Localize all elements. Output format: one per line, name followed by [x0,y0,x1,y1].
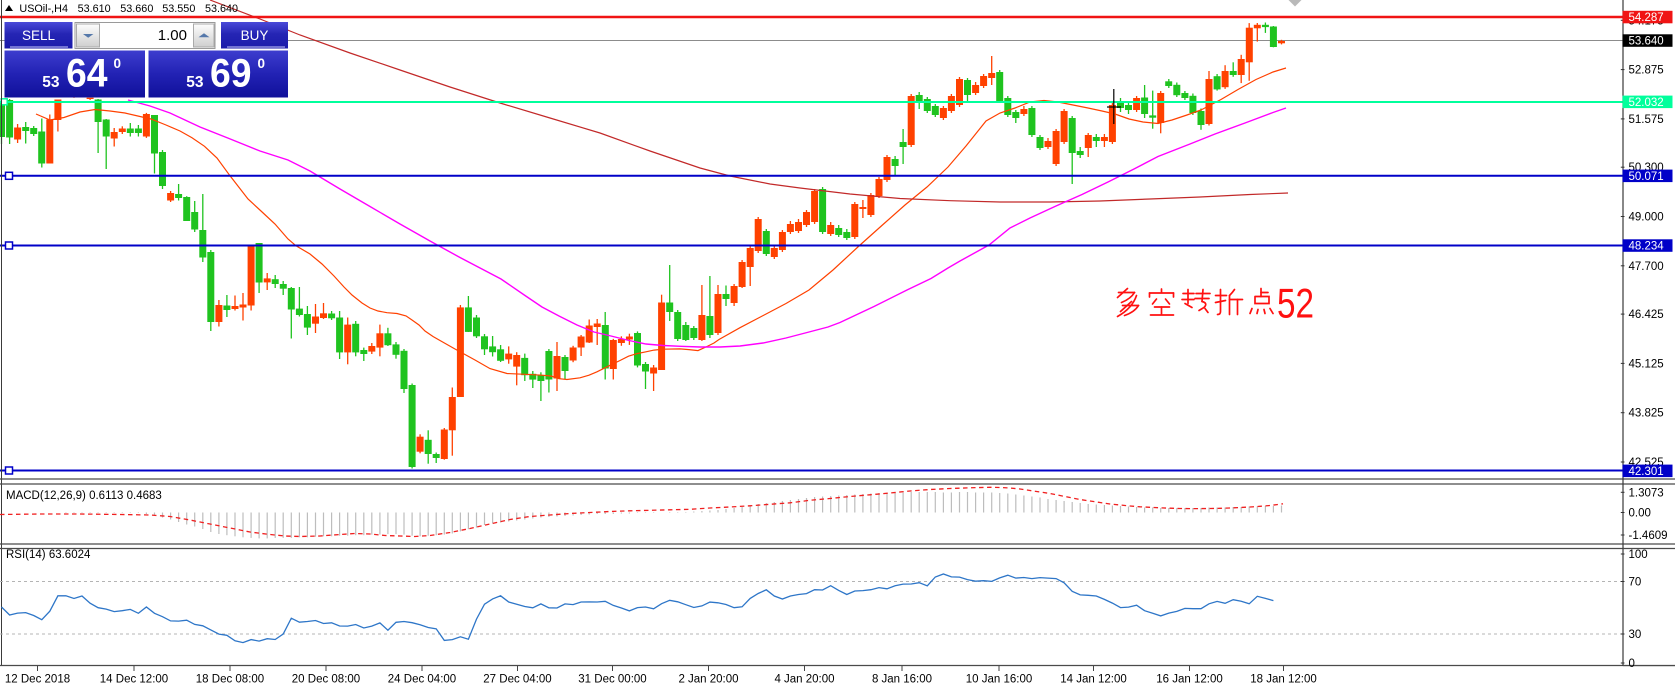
svg-text:100: 100 [1629,549,1648,561]
svg-text:24 Dec 04:00: 24 Dec 04:00 [388,674,456,686]
svg-text:27 Dec 04:00: 27 Dec 04:00 [483,674,551,686]
svg-text:53: 53 [42,74,60,91]
svg-text:45.125: 45.125 [1629,358,1664,370]
svg-text:46.425: 46.425 [1629,309,1664,321]
svg-text:8 Jan 16:00: 8 Jan 16:00 [872,674,932,686]
svg-text:52.875: 52.875 [1629,65,1664,77]
svg-text:42.301: 42.301 [1629,466,1664,478]
svg-text:1.00: 1.00 [158,27,187,44]
svg-text:2 Jan 20:00: 2 Jan 20:00 [678,674,738,686]
svg-text:BUY: BUY [241,28,269,43]
svg-text:16 Jan 12:00: 16 Jan 12:00 [1156,674,1223,686]
svg-text:52.032: 52.032 [1629,97,1664,109]
svg-text:20 Dec 08:00: 20 Dec 08:00 [292,674,360,686]
svg-text:14 Dec 12:00: 14 Dec 12:00 [100,674,168,686]
svg-text:-1.4609: -1.4609 [1629,530,1668,542]
svg-text:48.234: 48.234 [1629,241,1665,253]
svg-text:43.825: 43.825 [1629,408,1664,420]
svg-text:RSI(14) 63.6024: RSI(14) 63.6024 [6,549,91,561]
svg-text:49.000: 49.000 [1629,212,1664,224]
svg-text:51.575: 51.575 [1629,114,1664,126]
svg-text:47.700: 47.700 [1629,261,1664,273]
svg-text:4 Jan 20:00: 4 Jan 20:00 [774,674,834,686]
svg-text:0: 0 [114,56,122,71]
svg-text:18 Jan 12:00: 18 Jan 12:00 [1250,674,1317,686]
svg-text:53: 53 [186,74,204,91]
svg-text:14 Jan 12:00: 14 Jan 12:00 [1060,674,1127,686]
svg-text:64: 64 [66,52,108,96]
svg-text:52: 52 [1277,280,1314,327]
svg-text:18 Dec 08:00: 18 Dec 08:00 [196,674,264,686]
svg-text:31 Dec 00:00: 31 Dec 00:00 [578,674,646,686]
svg-text:0.00: 0.00 [1629,508,1651,520]
svg-text:0: 0 [1629,658,1635,670]
svg-text:0: 0 [258,56,266,71]
svg-text:70: 70 [1629,577,1642,589]
svg-text:50.071: 50.071 [1629,171,1664,183]
svg-text:69: 69 [210,52,252,96]
svg-text:10 Jan 16:00: 10 Jan 16:00 [966,674,1033,686]
svg-text:30: 30 [1629,629,1642,641]
svg-text:1.3073: 1.3073 [1629,487,1664,499]
svg-text:MACD(12,26,9) 0.6113 0.4683: MACD(12,26,9) 0.6113 0.4683 [6,490,162,502]
svg-text:54.287: 54.287 [1629,12,1664,24]
svg-text:53.640: 53.640 [1629,36,1664,48]
svg-text:12 Dec 2018: 12 Dec 2018 [5,674,70,686]
svg-text:SELL: SELL [22,28,56,43]
